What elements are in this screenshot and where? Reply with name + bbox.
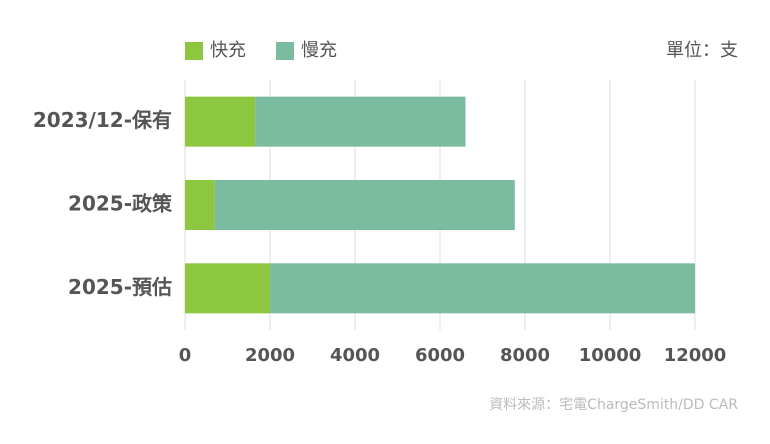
y-tick-label: 2025-政策 — [68, 192, 173, 216]
bar-segment — [185, 180, 215, 230]
bar-segment — [185, 96, 256, 147]
y-tick-label: 2025-預估 — [68, 275, 172, 299]
y-tick-label: 2023/12-保有 — [33, 108, 172, 132]
x-tick-label: 4000 — [330, 345, 380, 366]
bar-segment — [255, 96, 466, 147]
legend-swatch — [276, 42, 294, 60]
bar-segment — [185, 263, 270, 314]
x-tick-label: 12000 — [664, 345, 727, 366]
legend-swatch — [185, 42, 203, 60]
source-note: 資料來源：宅電ChargeSmith/DD CAR — [489, 397, 738, 413]
legend-label: 快充 — [210, 40, 246, 61]
x-tick-label: 0 — [179, 345, 192, 366]
x-tick-label: 8000 — [500, 345, 550, 366]
x-tick-label: 10000 — [579, 345, 642, 366]
bar-segment — [214, 180, 515, 230]
bar-segment — [270, 263, 695, 314]
x-tick-label: 2000 — [245, 345, 295, 366]
legend-label: 慢充 — [301, 40, 337, 61]
x-tick-label: 6000 — [415, 345, 465, 366]
unit-note: 單位：支 — [666, 40, 738, 61]
